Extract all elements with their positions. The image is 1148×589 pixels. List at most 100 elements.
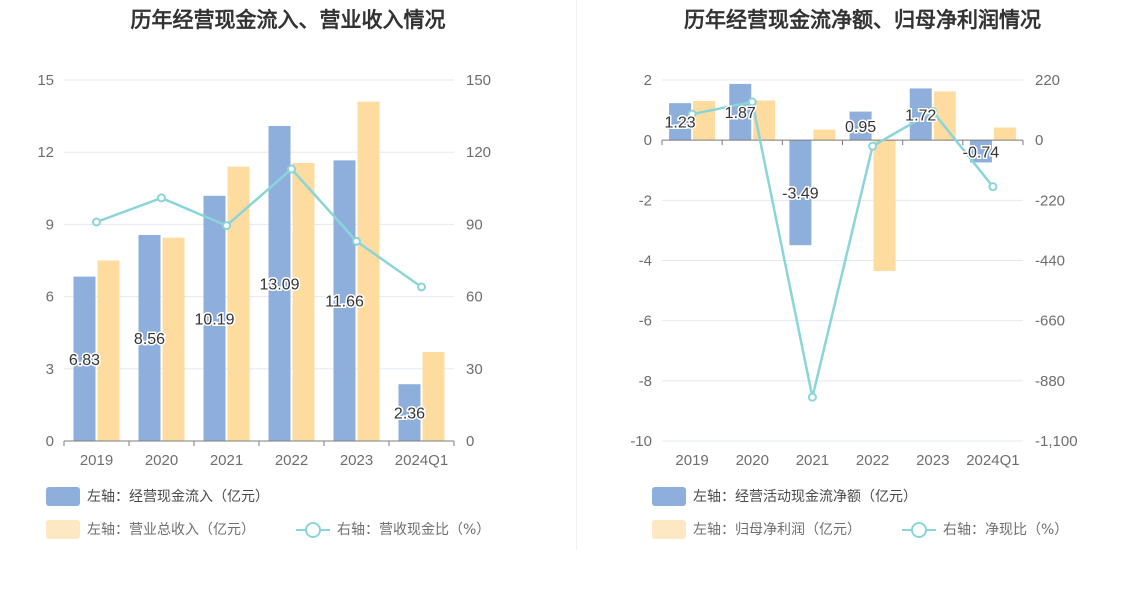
bar-primary: [849, 111, 872, 141]
ratio-point: [352, 236, 361, 246]
y-left-tick-label: 2: [644, 72, 652, 89]
bar-data-label: 10.19: [194, 311, 234, 328]
legend-item-cash-inflow[interactable]: 左轴：经营现金流入（亿元）: [46, 486, 269, 506]
bar-data-label: 1.23: [665, 115, 696, 132]
bar-primary: [969, 140, 992, 163]
y-left-tick-label: 9: [46, 216, 54, 233]
ratio-point: [807, 392, 817, 402]
bar-data-label: 1.87: [725, 105, 756, 122]
bar-data-label: 8.56: [134, 331, 165, 348]
legend-label: 左轴：营业总收入（亿元）: [87, 522, 255, 538]
bar-data-label: 6.83: [69, 352, 100, 369]
bar-secondary: [813, 129, 836, 141]
x-tick-label: 2022: [856, 452, 889, 469]
bar-data-label: 11.66: [325, 294, 364, 311]
bar-primary: [789, 140, 812, 246]
y-left-tick-label: 0: [644, 132, 652, 149]
legend-label: 右轴：营收现金比（%）: [337, 522, 491, 538]
y-right-tick-label: 0: [466, 433, 474, 450]
ratio-point: [92, 217, 101, 227]
ratio-point: [988, 182, 998, 192]
x-tick-label: 2024Q1: [395, 452, 448, 469]
x-tick-label: 2022: [275, 452, 308, 469]
legend-line-marker-icon: [902, 520, 936, 539]
ratio-point: [747, 97, 757, 107]
y-left-tick-label: 12: [37, 144, 54, 161]
ratio-point: [928, 106, 938, 116]
legend-swatch-blue: [46, 486, 80, 506]
bar-primary: [333, 160, 356, 441]
y-left-tick-label: 6: [46, 289, 54, 306]
x-tick-label: 2021: [796, 452, 829, 469]
bar-secondary: [292, 163, 315, 441]
legend-label: 左轴：归母净利润（亿元）: [693, 522, 861, 538]
chart-panel-right: 历年经营现金流净额、归母净利润情况 -10 -8 -6 -4 -2 0 2 -1,100 -88…: [577, 0, 1148, 589]
x-tick-label: 2020: [736, 452, 769, 469]
bar-secondary: [993, 127, 1016, 141]
bar-data-label: 0.95: [845, 119, 876, 136]
bar-data-label: -3.49: [782, 186, 819, 203]
legend-label: 左轴：经营现金流入（亿元）: [87, 489, 269, 505]
bar-primary: [73, 276, 96, 441]
ratio-point: [868, 141, 878, 151]
chart-title: 历年经营现金流净额、归母净利润情况: [684, 8, 1041, 32]
ratio-point: [287, 164, 296, 174]
ratio-point: [417, 282, 426, 292]
y-left-tick-label: 15: [37, 72, 54, 89]
y-right-tick-label: -440: [1035, 253, 1065, 270]
bar-primary: [268, 125, 291, 441]
y-right-tick-label: 0: [1035, 132, 1043, 149]
y-left-tick-label: -4: [639, 253, 652, 270]
legend: 左轴：经营活动现金流净额（亿元） 左轴：归母净利润（亿元） 右轴：净现比（%）: [577, 0, 1148, 589]
y-right-tick-label: 220: [1035, 72, 1060, 89]
y-left-tick-label: -6: [639, 313, 652, 330]
legend-item-net-profit[interactable]: 左轴：归母净利润（亿元）: [652, 519, 861, 539]
bar-secondary: [162, 237, 185, 441]
legend-swatch-yellow: [46, 519, 80, 539]
bar-data-label: -0.74: [963, 144, 1000, 161]
panel-divider: [576, 0, 577, 550]
bar-data-label: 1.72: [905, 107, 936, 124]
legend-label: 左轴：经营活动现金流净额（亿元）: [693, 489, 917, 505]
legend-item-net-cash-ratio[interactable]: 右轴：净现比（%）: [902, 519, 1068, 539]
y-right-tick-label: -220: [1035, 192, 1065, 209]
bar-secondary: [422, 351, 445, 441]
legend-item-ratio[interactable]: 右轴：营收现金比（%）: [296, 519, 490, 539]
legend-label: 右轴：净现比（%）: [943, 522, 1069, 538]
x-tick-label: 2019: [675, 452, 708, 469]
y-right-tick-label: 30: [466, 361, 483, 378]
bar-primary: [669, 103, 692, 141]
bar-secondary: [357, 101, 380, 441]
bar-primary: [909, 88, 932, 141]
x-tick-label: 2024Q1: [966, 452, 1019, 469]
y-right-tick-label: 120: [466, 144, 491, 161]
legend: 左轴：经营现金流入（亿元） 左轴：营业总收入（亿元） 右轴：营收现金比（%）: [46, 486, 490, 539]
legend-swatch-yellow: [652, 519, 686, 539]
bar-primary: [729, 83, 752, 141]
y-right-tick-label: 150: [466, 72, 491, 89]
ratio-line: [691, 100, 994, 398]
ratio-line: [96, 167, 423, 288]
legend-item-revenue[interactable]: 左轴：营业总收入（亿元）: [46, 519, 255, 539]
bar-primary: [398, 384, 421, 441]
y-left-tick-label: -8: [639, 373, 652, 390]
bar-data-label: 13.09: [259, 276, 299, 293]
chart-title: 历年经营现金流入、营业收入情况: [130, 8, 446, 32]
x-tick-label: 2020: [145, 452, 178, 469]
y-right-tick-label: 90: [466, 216, 483, 233]
bar-secondary: [933, 91, 956, 141]
x-tick-label: 2023: [916, 452, 949, 469]
bar-data-label: 2.36: [394, 406, 425, 423]
bar-primary: [138, 234, 161, 441]
bar-secondary: [873, 140, 896, 272]
bar-secondary: [97, 260, 120, 441]
legend-swatch-blue: [652, 486, 686, 506]
y-left-tick-label: -10: [630, 433, 652, 450]
x-tick-label: 2019: [80, 452, 113, 469]
chart-panel-left: 历年经营现金流入、营业收入情况 0 3 6 9 12 15 0 30 60 90 120 150 201…: [37, 8, 491, 539]
bar-secondary: [227, 166, 250, 441]
legend-item-net-cash-flow[interactable]: 左轴：经营活动现金流净额（亿元）: [652, 486, 917, 506]
x-tick-label: 2023: [340, 452, 373, 469]
y-left-tick-label: -2: [639, 192, 652, 209]
